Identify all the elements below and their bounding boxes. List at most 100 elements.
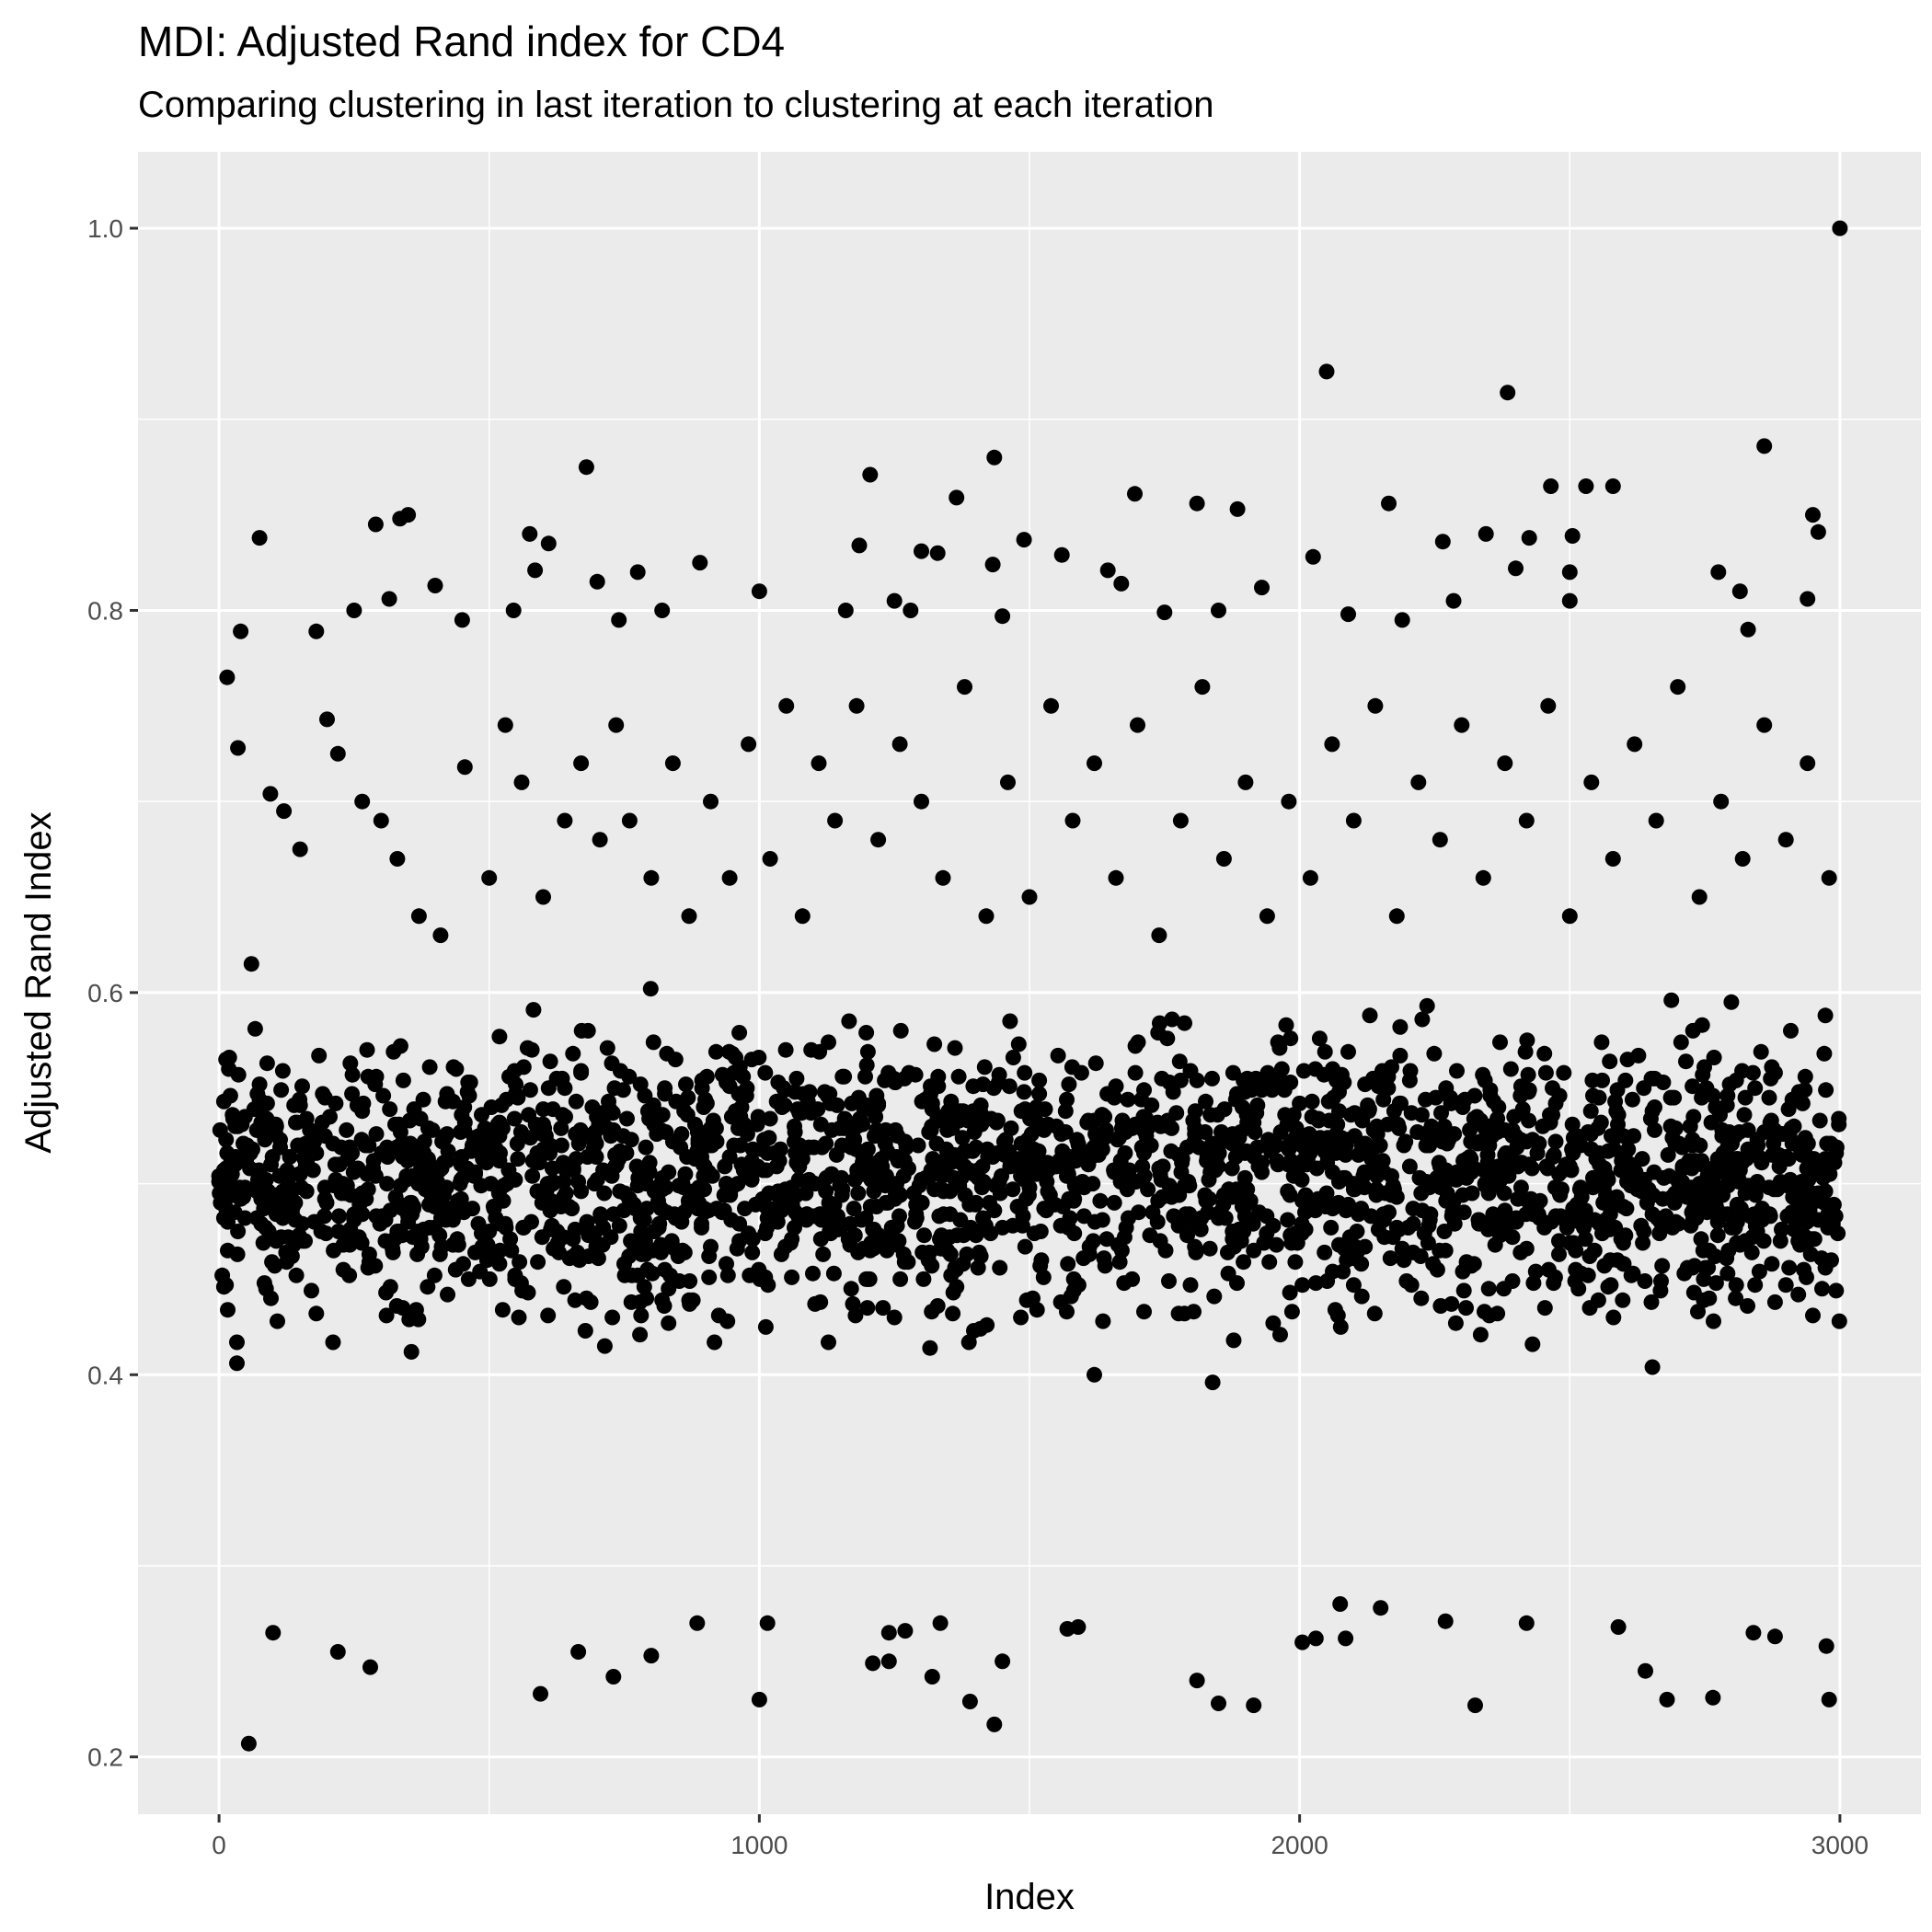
data-point	[243, 956, 259, 972]
data-point	[1811, 1112, 1828, 1129]
data-point	[1000, 774, 1016, 790]
data-point	[1676, 1265, 1693, 1282]
data-point	[991, 1174, 1007, 1190]
data-point	[1499, 1217, 1515, 1234]
data-point	[832, 1120, 848, 1136]
data-point	[1774, 1221, 1789, 1237]
data-point	[467, 1244, 483, 1260]
data-point	[1061, 1076, 1077, 1093]
data-point	[543, 1221, 559, 1237]
data-point	[1249, 1139, 1266, 1156]
data-point	[1828, 1282, 1845, 1299]
y-tick-label: 0.6	[87, 979, 123, 1007]
data-point	[448, 1061, 465, 1077]
data-point	[707, 1120, 724, 1136]
data-point	[317, 1225, 334, 1242]
data-point	[1609, 1252, 1626, 1269]
data-point	[1564, 528, 1581, 544]
data-point	[1443, 1208, 1460, 1225]
data-point	[1345, 812, 1362, 829]
data-point	[1662, 1118, 1679, 1134]
data-point	[966, 1124, 983, 1140]
data-point	[1381, 495, 1397, 512]
data-point	[1294, 1634, 1311, 1650]
data-point	[834, 1068, 851, 1085]
data-point	[1391, 1095, 1408, 1111]
data-point	[1433, 1105, 1449, 1121]
data-point	[703, 793, 719, 810]
data-point	[855, 1116, 870, 1133]
data-point	[481, 1224, 498, 1239]
data-point	[1792, 1196, 1808, 1213]
data-point	[1432, 832, 1448, 848]
data-points	[211, 220, 1848, 1752]
data-point	[1265, 1315, 1282, 1331]
data-point	[1777, 832, 1794, 848]
data-point	[654, 1181, 671, 1198]
data-point	[719, 1313, 736, 1329]
data-point	[1644, 1206, 1661, 1223]
data-point	[845, 1201, 862, 1217]
data-point	[1817, 1007, 1834, 1024]
data-point	[949, 1279, 965, 1295]
data-point	[415, 1091, 431, 1108]
data-point	[341, 1139, 358, 1156]
data-point	[1443, 1095, 1459, 1111]
data-point	[444, 1093, 461, 1110]
data-point	[1556, 1064, 1572, 1081]
data-point	[530, 1254, 546, 1271]
data-point	[1766, 1628, 1783, 1645]
data-point	[1638, 1662, 1653, 1679]
data-point	[1582, 1103, 1599, 1120]
data-point	[623, 1294, 639, 1310]
data-point	[572, 1121, 589, 1138]
data-point	[992, 1259, 1008, 1276]
data-point	[841, 1013, 857, 1029]
data-point	[923, 1121, 939, 1138]
data-point	[491, 1153, 508, 1169]
data-point	[611, 612, 627, 628]
data-point	[687, 1151, 703, 1167]
data-point	[719, 1256, 734, 1272]
data-point	[1608, 1103, 1625, 1120]
y-tick-label: 0.2	[87, 1743, 123, 1772]
data-point	[1655, 1075, 1672, 1090]
data-point	[1810, 523, 1826, 540]
data-point	[1075, 1250, 1092, 1267]
data-point	[855, 1155, 870, 1171]
data-point	[1663, 992, 1680, 1008]
data-point	[522, 1082, 538, 1098]
data-point	[1565, 1130, 1581, 1146]
data-point	[1374, 1153, 1391, 1169]
data-point	[1193, 1210, 1210, 1226]
data-point	[1357, 1076, 1374, 1093]
data-point	[454, 612, 470, 628]
data-point	[623, 1233, 639, 1249]
data-point	[1670, 679, 1686, 696]
chart-subtitle: Comparing clustering in last iteration t…	[138, 85, 1214, 125]
data-point	[1239, 1070, 1256, 1087]
data-point	[721, 1043, 737, 1060]
data-point	[1805, 507, 1821, 523]
data-point	[615, 1082, 631, 1098]
data-point	[1703, 1114, 1719, 1131]
data-point	[1172, 812, 1189, 829]
data-point	[1647, 1121, 1662, 1138]
data-point	[1197, 1124, 1213, 1140]
data-point	[495, 1192, 512, 1209]
data-point	[1569, 1196, 1585, 1213]
data-point	[701, 1269, 718, 1285]
data-point	[1673, 1139, 1690, 1156]
data-point	[1736, 1107, 1753, 1123]
data-point	[1295, 1063, 1312, 1079]
data-point	[1719, 1250, 1735, 1267]
data-point	[421, 1196, 437, 1213]
data-point	[523, 1213, 539, 1230]
data-point	[1261, 1254, 1278, 1271]
data-point	[680, 1089, 696, 1106]
data-point	[459, 1160, 476, 1177]
data-point	[1220, 1265, 1236, 1282]
data-point	[1654, 1258, 1671, 1274]
data-point	[501, 1068, 517, 1085]
data-point	[1373, 1600, 1389, 1616]
